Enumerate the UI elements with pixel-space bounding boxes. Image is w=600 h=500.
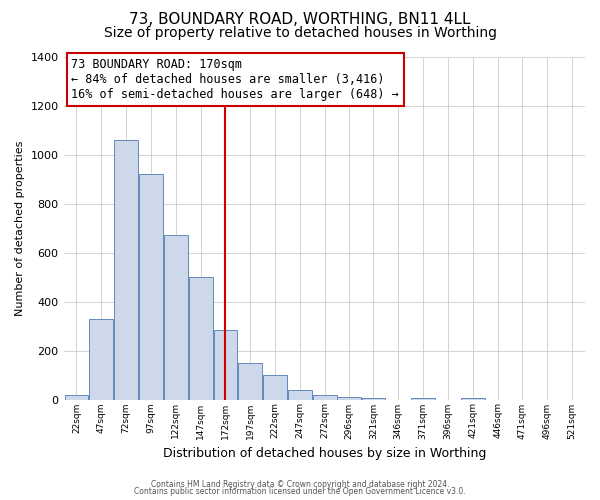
Bar (164, 236, 188, 400)
Bar (461, 398, 485, 400)
Text: Contains HM Land Registry data © Crown copyright and database right 2024.: Contains HM Land Registry data © Crown c… (151, 480, 449, 489)
Y-axis label: Number of detached properties: Number of detached properties (15, 140, 25, 316)
Bar (188, 277, 212, 400)
Text: Contains public sector information licensed under the Open Government Licence v3: Contains public sector information licen… (134, 487, 466, 496)
Text: 73 BOUNDARY ROAD: 170sqm
← 84% of detached houses are smaller (3,416)
16% of sem: 73 BOUNDARY ROAD: 170sqm ← 84% of detach… (71, 58, 399, 101)
X-axis label: Distribution of detached houses by size in Worthing: Distribution of detached houses by size … (163, 447, 486, 460)
Bar (263, 375, 287, 400)
Bar (337, 397, 361, 400)
Text: 73, BOUNDARY ROAD, WORTHING, BN11 4LL: 73, BOUNDARY ROAD, WORTHING, BN11 4LL (129, 12, 471, 28)
Bar (238, 364, 262, 400)
Bar (139, 174, 163, 400)
Bar (288, 390, 312, 400)
Bar (313, 394, 337, 400)
Bar (214, 330, 238, 400)
Bar (411, 398, 435, 400)
Bar (89, 318, 113, 400)
Bar (65, 394, 88, 400)
Text: Size of property relative to detached houses in Worthing: Size of property relative to detached ho… (104, 26, 497, 40)
Bar (114, 140, 138, 400)
Bar (362, 398, 385, 400)
